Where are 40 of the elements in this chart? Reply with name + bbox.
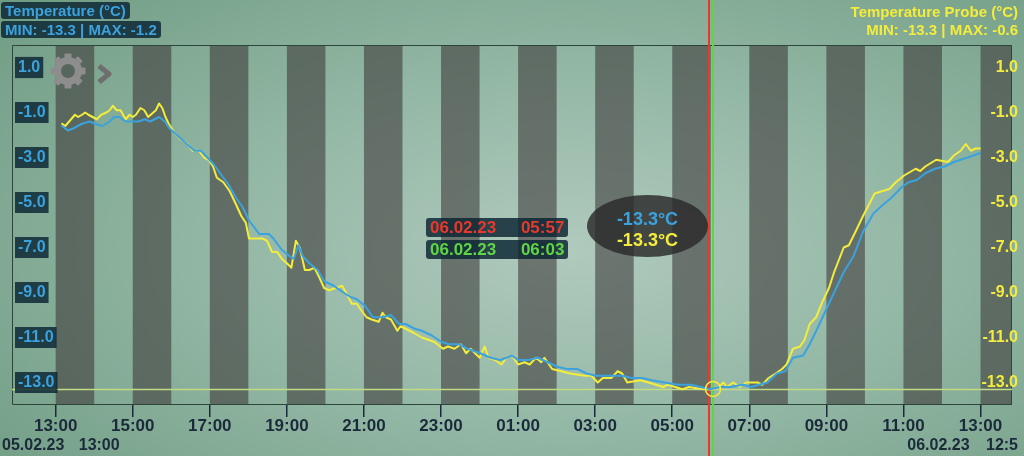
ref-line-label: 06.02.23 06:03: [426, 240, 569, 259]
y-axis-title: Temperature (°C): [1, 2, 130, 19]
y2-tick-label: -9.0: [990, 282, 1019, 300]
x-tick-label: 03:00: [573, 416, 617, 436]
y-tick-label: -3.0: [18, 147, 46, 165]
y2-tick-label: -3.0: [990, 147, 1019, 165]
y-tick-label: -1.0: [18, 102, 46, 120]
tooltip-bubble: -13.3°C -13.3°C: [587, 195, 708, 257]
ref-line-label: 06.02.23 05:57: [426, 218, 569, 237]
x-tick-label: 13:00: [958, 416, 1003, 436]
y2-tick-label: -13.0: [981, 372, 1019, 390]
x-tick-label: 15:00: [111, 416, 155, 436]
annotation: -13.3°C: [615, 230, 680, 250]
x-tick-label: 17:00: [188, 416, 232, 436]
y-tick-label: -5.0: [18, 192, 46, 210]
y-tick-label: -7.0: [18, 237, 46, 255]
y2-tick-label: -1.0: [990, 102, 1019, 120]
x-tick-label: 19:00: [265, 416, 309, 436]
x-tick-label: 13:00: [33, 416, 78, 436]
text: 06.02.23 12:5: [907, 436, 1018, 453]
x-tick-label: 07:00: [727, 416, 772, 436]
y2-tick-label: -7.0: [990, 237, 1019, 255]
y-tick-label: -13.0: [18, 372, 55, 390]
y2-tick-label: -5.0: [990, 192, 1019, 210]
text: MIN: -13.3 | MAX: -0.6: [866, 21, 1018, 38]
y-tick-label: 1.0: [18, 57, 41, 75]
x-tick-label: 09:00: [804, 416, 849, 436]
annotation: -13.3°C: [615, 209, 680, 229]
y-tick-label: -9.0: [18, 282, 46, 300]
y2-tick-label: 1.0: [995, 57, 1019, 75]
y2-axis-title: Temperature Probe (°C): [850, 3, 1018, 20]
x-tick-label: 01:00: [496, 416, 540, 436]
x-tick-label: 05:00: [650, 416, 694, 436]
x-tick-label: 11:00: [882, 416, 925, 436]
text: MIN: -13.3 | MAX: -1.2: [1, 21, 161, 38]
x-tick-label: 23:00: [419, 416, 463, 436]
x-tick-label: 21:00: [342, 416, 386, 436]
y2-tick-label: -11.0: [982, 327, 1019, 345]
text: 05.02.23 13:00: [2, 436, 120, 453]
y-tick-label: -11.0: [18, 327, 54, 345]
